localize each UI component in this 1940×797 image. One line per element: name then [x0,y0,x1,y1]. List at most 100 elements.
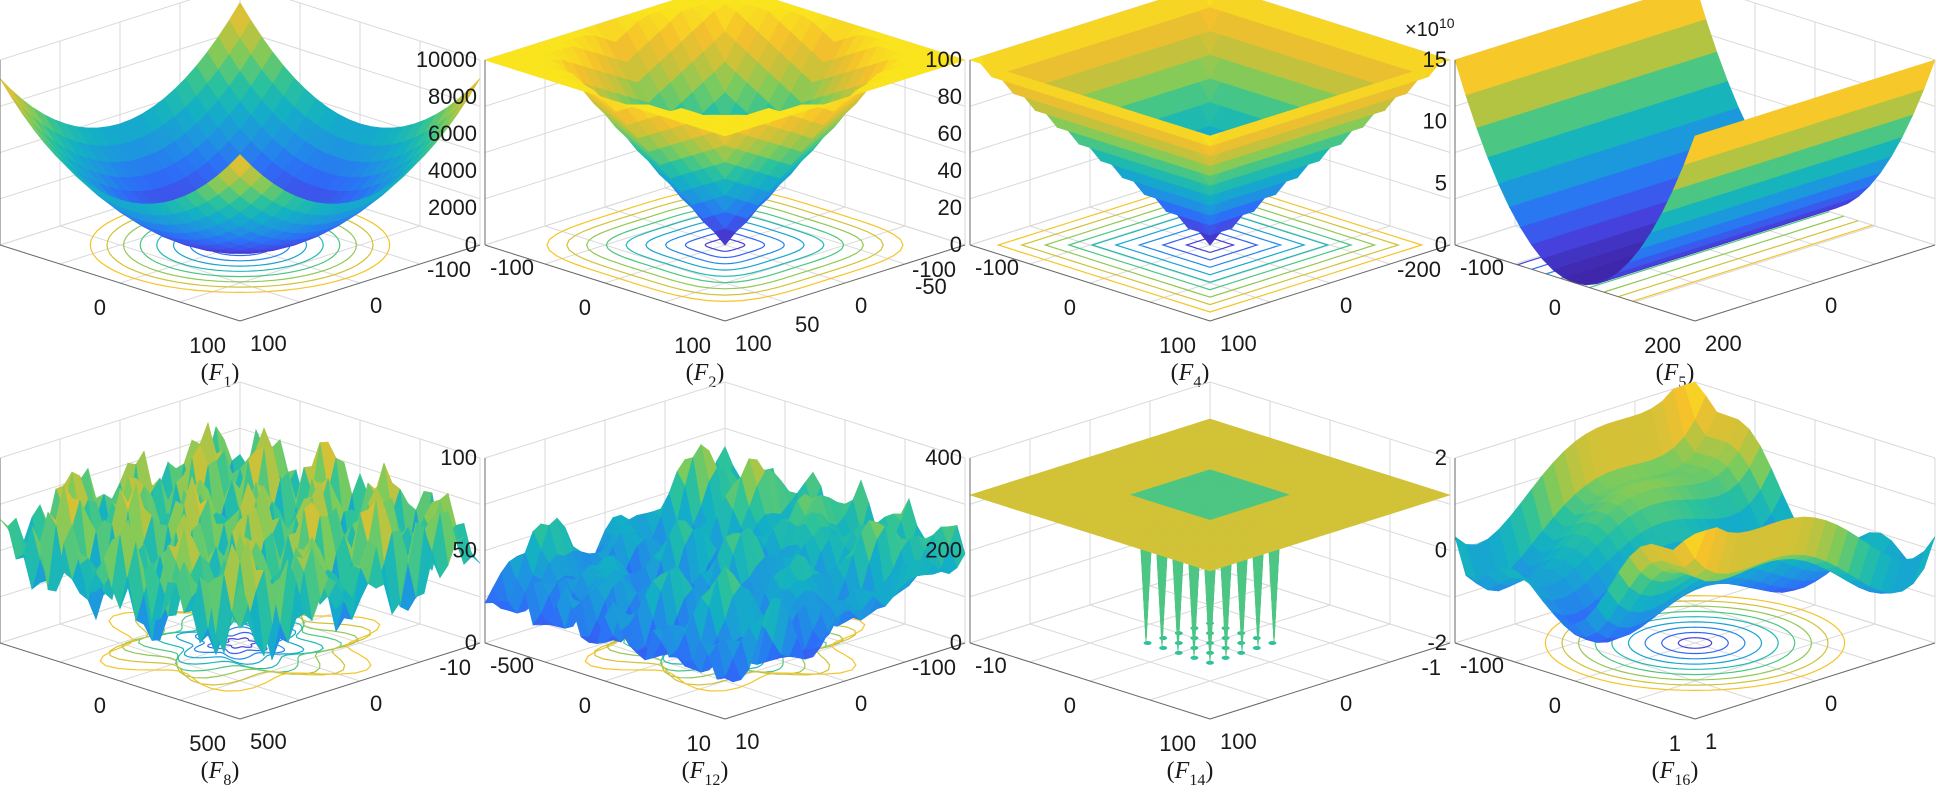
f2-x-tick-label: 0 [579,295,591,320]
f5-y-tick-label: 0 [1825,293,1837,318]
f4-caption: (F4) [1171,360,1210,391]
f8-x-tick-label: 0 [94,693,106,718]
f16-x-ticks: -1 0 1 [1421,655,1681,756]
f4-y-tick-label: 0 [1340,293,1352,318]
f12-y-ticks: -100 10 [735,653,1007,754]
f2-z-tick-label: 2000 [428,195,477,220]
f4-x-tick-label: 100 [1159,333,1196,358]
f2-contours [546,187,904,303]
f1-y-tick-label: -100 [490,255,534,280]
f16-z-tick-label: -2 [1427,630,1447,655]
f1-surface [0,1,481,254]
f16-z-ticks: -2 0 2 [1427,445,1447,655]
f4-x-ticks: -100 0 100 [912,257,1196,358]
f2-z-tick-label: 8000 [428,84,477,109]
f5-x-ticks: -200 0 200 [1397,257,1681,358]
f2-x-tick-label: 100 [674,333,711,358]
f16-x-tick-label: 1 [1669,731,1681,756]
f16-x-tick-label: 0 [1549,693,1561,718]
f4-z-tick-label: 0 [950,232,962,257]
f12-surface [484,443,966,683]
f8-surface [0,421,481,661]
f5-y-tick-label: 200 [1705,331,1742,356]
f14-x-ticks: -100 0 100 [912,655,1196,756]
f4-z-tick-label: 40 [938,158,962,183]
f4-z-tick-label: 60 [938,121,962,146]
f1-x-tick-label: 0 [94,295,106,320]
f16-y-tick-label: 0 [1825,691,1837,716]
f5-z-tick-label: 10 [1423,109,1447,134]
f1-y-tick-label: 100 [250,331,287,356]
f2-y-tick-label: -100 [975,255,1019,280]
f16-x-tick-label: -1 [1421,655,1441,680]
f12-axes [484,458,966,720]
f14-y-ticks: -100 0 100 [1220,653,1504,754]
f8-y-tick-label: 0 [370,691,382,716]
f12-y-tick-label: 0 [855,691,867,716]
f12-caption: (F12) [682,758,729,789]
panel-f16: -202-101-101(F16) [1421,381,1940,796]
f14-caption: (F14) [1167,758,1214,789]
f4-y-tick-label: 100 [1220,331,1257,356]
f2-y-tick-label: 50 [795,312,819,337]
f14-y-tick-label: -100 [1460,653,1504,678]
f4-x-tick-label: -100 [912,257,956,282]
f16-surface [1454,381,1936,643]
f12-x-tick-label: -10 [439,655,471,680]
f14-x-tick-label: 100 [1159,731,1196,756]
f16-caption: (F16) [1652,758,1699,789]
f5-axes [1454,60,1936,322]
f12-x-tick-label: 10 [687,731,711,756]
f16-z-tick-label: 2 [1435,445,1447,470]
f5-caption: (F5) [1656,360,1695,391]
f16-z-tick-label: 0 [1435,538,1447,563]
f2-surface [484,0,966,246]
f2-z-tick-label: 6000 [428,121,477,146]
f12-z-ticks: 0 50 100 [440,445,477,655]
f4-z-ticks: 0 20 40 60 80 100 [925,47,962,257]
f1-caption: (F1) [201,360,240,391]
f12-x-tick-label: 0 [579,693,591,718]
f8-x-tick-label: 500 [189,731,226,756]
f14-y-tick-label: 100 [1220,729,1257,754]
f2-y-tick-label: -50 [915,274,947,299]
f4-contours [996,177,1424,313]
f12-y-tick-label: 10 [735,729,759,754]
panel-f14: 0 200 400 -100 0 100 -100 0 100 (F14) [912,381,1504,796]
panel-f2: 0 2000 4000 6000 8000 10000 -100 0 100 -100 -50 0 50… [416,0,1019,398]
f2-z-tick-label: 0 [465,232,477,257]
f4-axes [969,60,1451,322]
f2-axes [484,60,966,322]
f5-z-tick-label: 15 [1423,47,1447,72]
f4-surface [969,0,1451,246]
f5-x-tick-label: 0 [1549,295,1561,320]
f2-caption: (F2) [686,360,725,391]
f2-z-tick-label: 10000 [416,47,477,72]
f14-x-tick-label: -100 [912,655,956,680]
f4-z-tick-label: 20 [938,195,962,220]
f2-z-tick-label: 4000 [428,158,477,183]
f12-z-tick-label: 100 [440,445,477,470]
f1-axes [0,60,481,322]
f8-caption: (F8) [201,758,240,789]
f12-z-tick-label: 50 [453,538,477,563]
f2-y-tick-label: 100 [735,331,772,356]
f14-z-tick-label: 200 [925,538,962,563]
f1-y-ticks: -100 0 100 [250,255,534,356]
f8-y-tick-label: -500 [490,653,534,678]
surface-plot-f16: -202-101-101(F16) [1421,381,1936,789]
f4-y-tick-label: -100 [1460,255,1504,280]
f8-y-tick-label: 500 [250,729,287,754]
f5-surface [1454,0,1936,286]
f8-y-ticks: -500 0 500 [250,653,534,754]
f5-x-tick-label: -200 [1397,257,1441,282]
f4-z-tick-label: 80 [938,84,962,109]
f12-z-tick-label: 0 [465,630,477,655]
